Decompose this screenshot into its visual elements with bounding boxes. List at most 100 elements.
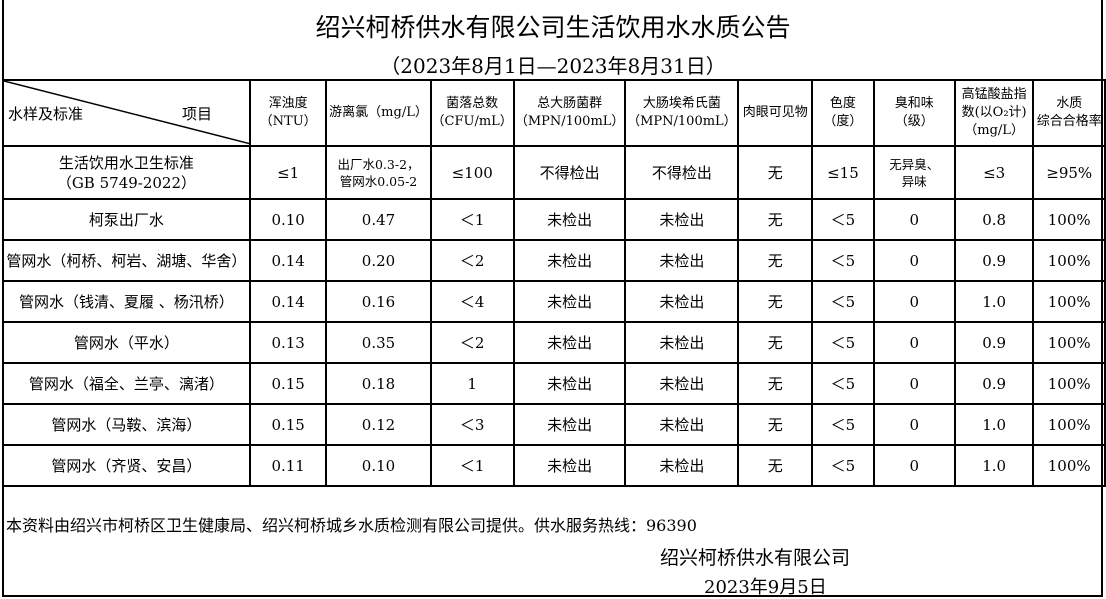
column-header: 臭和味 （级）	[872, 79, 956, 147]
value-cell: 0.47	[325, 198, 432, 241]
value-cell: ＜5	[811, 280, 875, 323]
value-cell: 0.15	[248, 403, 328, 446]
standard-value: 无异臭、 异味	[872, 145, 956, 200]
cell-line: 出厂水0.3-2，	[337, 156, 420, 172]
value-cell: 未检出	[512, 321, 627, 364]
standard-value: 不得检出	[624, 145, 740, 200]
value-cell: 100%	[1032, 239, 1106, 282]
value-cell: 1.0	[953, 444, 1035, 487]
value-cell: ＜1	[429, 198, 515, 241]
value-cell: ＜5	[811, 403, 875, 446]
cell-line: 游离氯（mg/L）	[329, 105, 428, 120]
column-header: 色度 （度）	[811, 79, 875, 147]
column-header: 总大肠菌群 （MPN/100mL）	[512, 79, 627, 147]
cell-line: （NTU）	[259, 114, 317, 129]
value-cell: 未检出	[624, 321, 740, 364]
standard-name: 生活饮用水卫生标准 （GB 5749-2022）	[2, 145, 251, 200]
column-header: 高锰酸盐指 数(以O₂计) （mg/L）	[953, 79, 1035, 147]
cell-line: 浑浊度	[268, 96, 308, 111]
value-cell: ＜3	[429, 403, 515, 446]
value-cell: 未检出	[512, 239, 627, 282]
value-cell: 0.13	[248, 321, 328, 364]
value-cell: 0.9	[953, 362, 1035, 405]
value-cell: 未检出	[624, 198, 740, 241]
column-header: 肉眼可见物	[737, 79, 814, 147]
value-cell: 0.9	[953, 321, 1035, 364]
value-cell: 未检出	[624, 444, 740, 487]
period: （2023年8月1日—2023年8月31日）	[380, 54, 726, 78]
cell-line: （MPN/100mL）	[514, 114, 625, 129]
value-cell: 无	[737, 280, 814, 323]
standard-value: ≤15	[811, 145, 875, 200]
value-cell: 0	[872, 239, 956, 282]
source-note: 本资料由绍兴市柯桥区卫生健康局、绍兴柯桥城乡水质检测有限公司提供。供水服务热线：…	[6, 516, 697, 535]
cell-line: 菌落总数	[446, 96, 499, 111]
value-cell: 0	[872, 403, 956, 446]
sample-name: 柯泵出厂水	[2, 198, 251, 241]
standard-value: ≤3	[953, 145, 1035, 200]
value-cell: 0.16	[325, 280, 432, 323]
value-cell: 无	[737, 444, 814, 487]
column-header: 游离氯（mg/L）	[325, 79, 432, 147]
standard-value: ≥95%	[1032, 145, 1106, 200]
table-row: 管网水（马鞍、滨海） 0.15 0.12 ＜3 未检出 未检出无＜5 0 1.0 100%	[2, 403, 1106, 446]
sample-name: 管网水（平水）	[2, 321, 251, 364]
value-cell: 未检出	[512, 362, 627, 405]
value-cell: ＜2	[429, 321, 515, 364]
value-cell: 100%	[1032, 444, 1106, 487]
value-cell: 0.14	[248, 280, 328, 323]
cell-line: 总大肠菌群	[537, 96, 603, 111]
standard-value: ≤1	[248, 145, 328, 200]
table-row: 管网水（钱清、夏履 、杨汛桥） 0.14 0.16 ＜4 未检出 未检出无＜5 0 1.0 10…	[2, 280, 1106, 323]
value-cell: 未检出	[512, 280, 627, 323]
value-cell: 未检出	[624, 280, 740, 323]
value-cell: 未检出	[512, 403, 627, 446]
value-cell: 0.14	[248, 239, 328, 282]
value-cell: ＜5	[811, 321, 875, 364]
column-header: 菌落总数 （CFU/mL）	[429, 79, 515, 147]
standard-value: 出厂水0.3-2， 管网水0.05-2	[325, 145, 432, 200]
diagonal-line	[4, 82, 248, 144]
table-row: 管网水（齐贤、安昌） 0.11 0.10 ＜1 未检出 未检出无＜5 0 1.0 100%	[2, 444, 1106, 487]
cell-line: 管网水0.05-2	[339, 173, 418, 189]
cell-line: （MPN/100mL）	[627, 114, 737, 129]
value-cell: 未检出	[512, 198, 627, 241]
corner-cell: 水样及标准 项目	[2, 79, 251, 147]
sample-name: 管网水（钱清、夏履 、杨汛桥）	[2, 280, 251, 323]
header-row: 水样及标准 项目 浑浊度 （NTU） 游离氯（mg/L） 菌落总数 （CFU/mL） 总大肠菌…	[2, 79, 1106, 147]
sample-name: 管网水（福全、兰亭、漓渚）	[2, 362, 251, 405]
cell-line: 异味	[901, 173, 927, 189]
value-cell: ＜1	[429, 444, 515, 487]
value-cell: 100%	[1032, 403, 1106, 446]
value-cell: 100%	[1032, 362, 1106, 405]
value-cell: 0.10	[248, 198, 328, 241]
value-cell: ＜4	[429, 280, 515, 323]
value-cell: 0.15	[248, 362, 328, 405]
value-cell: 0.12	[325, 403, 432, 446]
value-cell: 0	[872, 198, 956, 241]
value-cell: 0	[872, 444, 956, 487]
value-cell: 未检出	[512, 444, 627, 487]
value-cell: 未检出	[624, 362, 740, 405]
column-header: 浑浊度 （NTU）	[248, 79, 328, 147]
value-cell: 0.10	[325, 444, 432, 487]
quality-table: 水样及标准 项目 浑浊度 （NTU） 游离氯（mg/L） 菌落总数 （CFU/mL） 总大肠菌…	[2, 79, 1106, 487]
value-cell: 无	[737, 362, 814, 405]
standard-value: 无	[737, 145, 814, 200]
table-row: 管网水（平水） 0.13 0.35 ＜2 未检出 未检出无＜5 0 0.9 100%	[2, 321, 1106, 364]
cell-line: 高锰酸盐指	[961, 87, 1027, 102]
standard-value: ≤100	[429, 145, 515, 200]
value-cell: 100%	[1032, 321, 1106, 364]
cell-line: 数(以O₂计)	[961, 105, 1027, 120]
cell-line: （度）	[823, 114, 863, 129]
corner-left-label: 水样及标准	[8, 105, 84, 123]
value-cell: 0	[872, 280, 956, 323]
value-cell: 0.20	[325, 239, 432, 282]
value-cell: ＜5	[811, 362, 875, 405]
value-cell: 未检出	[624, 239, 740, 282]
cell-line: 臭和味	[894, 96, 934, 111]
table-row: 柯泵出厂水 0.10 0.47 ＜1 未检出 未检出无＜5 0 0.8 100%	[2, 198, 1106, 241]
standard-value: 不得检出	[512, 145, 627, 200]
corner-right-label: 项目	[182, 105, 213, 123]
